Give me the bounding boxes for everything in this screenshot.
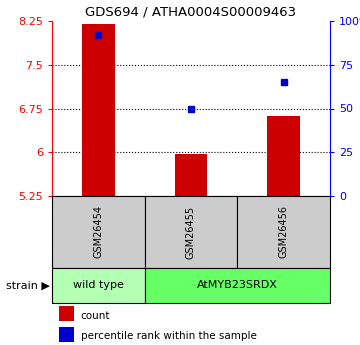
Bar [52, 268, 145, 303]
Bar [267, 116, 300, 196]
Text: wild type: wild type [73, 280, 124, 290]
Bar [59, 326, 73, 342]
Bar [59, 306, 73, 321]
Bar [175, 154, 207, 196]
Text: GSM26454: GSM26454 [93, 206, 103, 258]
Text: GSM26456: GSM26456 [279, 206, 289, 258]
Text: GSM26455: GSM26455 [186, 205, 196, 258]
Bar [145, 268, 330, 303]
Title: GDS694 / ATHA0004S00009463: GDS694 / ATHA0004S00009463 [85, 6, 297, 18]
Bar [82, 24, 114, 196]
Bar [52, 196, 145, 268]
Text: AtMYB23SRDX: AtMYB23SRDX [197, 280, 278, 290]
Bar [145, 196, 237, 268]
Text: percentile rank within the sample: percentile rank within the sample [81, 331, 257, 341]
Text: strain ▶: strain ▶ [6, 280, 50, 290]
Bar [237, 196, 330, 268]
Text: count: count [81, 310, 110, 321]
